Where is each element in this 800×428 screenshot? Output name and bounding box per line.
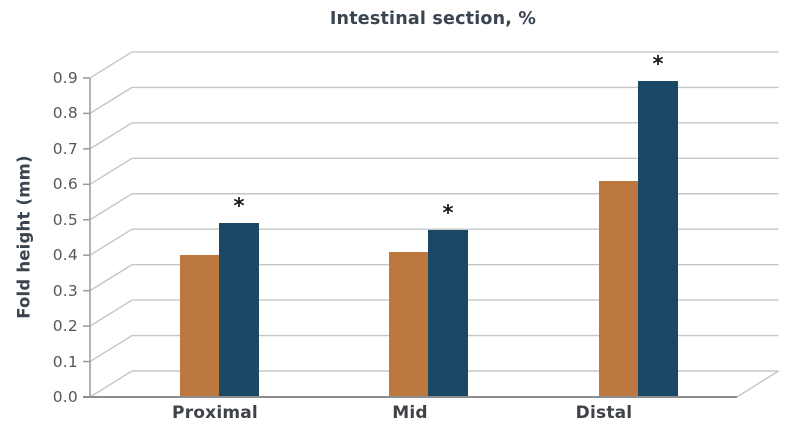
- baseline-depth-diagonal: [736, 370, 779, 398]
- x-category-label-mid: Mid: [392, 403, 428, 423]
- gridline-diagonal: [89, 228, 133, 256]
- y-tick-label: 0.5: [52, 210, 78, 229]
- y-tick-label: 0.4: [52, 246, 78, 265]
- y-tick-label: 0.0: [52, 388, 78, 406]
- significance-asterisk-mid: *: [442, 201, 454, 225]
- bar-distal-navy-bars: [638, 81, 678, 397]
- significance-asterisk-distal: *: [652, 52, 664, 76]
- y-tick-label: 0.8: [52, 104, 78, 123]
- gridline-diagonal: [89, 122, 133, 150]
- x-category-label-distal: Distal: [575, 403, 633, 423]
- bar-proximal-navy-bars: [219, 223, 259, 397]
- significance-asterisk-proximal: *: [233, 194, 245, 218]
- gridline-diagonal: [89, 264, 133, 292]
- chart-title: Intestinal section, %: [329, 9, 537, 29]
- gridline-diagonal: [89, 370, 133, 398]
- gridline-diagonal: [89, 334, 133, 363]
- gridline-diagonal: [89, 51, 133, 79]
- bar-distal-orange-bars: [599, 181, 638, 397]
- bar-mid-orange-bars: [389, 252, 428, 397]
- y-tick-label: 0.9: [52, 68, 78, 87]
- x-axis-baseline: [83, 396, 737, 398]
- y-tick-label: 0.7: [52, 139, 78, 158]
- gridline-diagonal: [89, 86, 133, 114]
- x-category-label-proximal: Proximal: [172, 403, 258, 423]
- y-tick-label: 0.3: [52, 281, 78, 300]
- y-tick-label: 0.6: [52, 175, 78, 194]
- gridline-diagonal: [89, 299, 133, 327]
- gridline-diagonal: [89, 193, 133, 221]
- bar-proximal-orange-bars: [180, 255, 219, 397]
- y-tick-label: 0.1: [52, 352, 78, 371]
- gridline-diagonal: [89, 157, 133, 185]
- bar-mid-navy-bars: [428, 230, 468, 397]
- y-tick-label: 0.2: [52, 317, 78, 336]
